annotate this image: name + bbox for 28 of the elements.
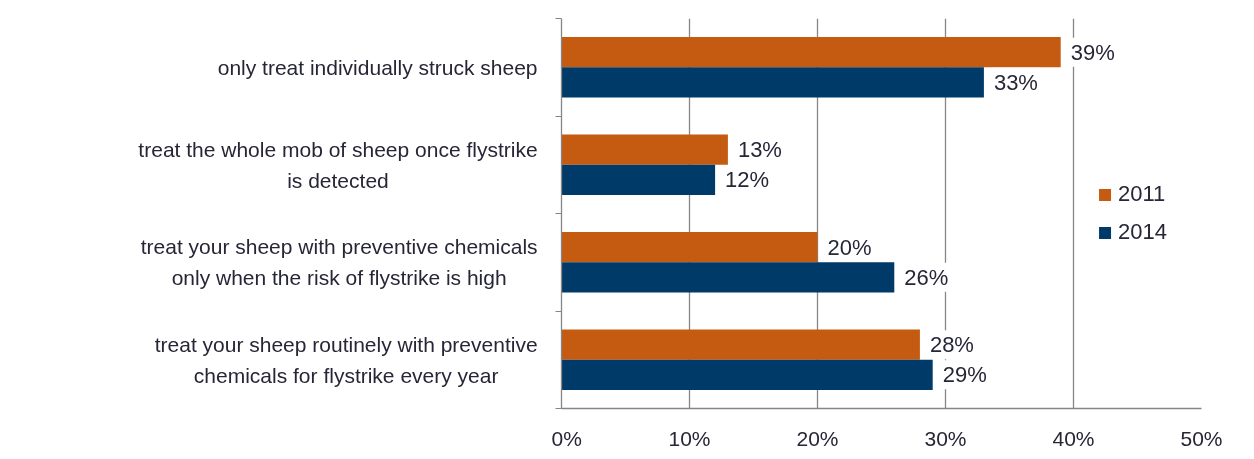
data-label: 13% bbox=[737, 137, 782, 163]
legend-label: 2011 bbox=[1118, 181, 1166, 207]
data-label: 28% bbox=[929, 332, 974, 358]
bar bbox=[561, 164, 716, 195]
legend-label: 2014 bbox=[1118, 219, 1167, 245]
bar bbox=[561, 359, 933, 390]
x-tick-label: 30% bbox=[924, 426, 967, 450]
x-tick-label: 20% bbox=[796, 426, 839, 450]
x-tick-label: 0% bbox=[551, 426, 582, 450]
data-label: 12% bbox=[725, 167, 770, 193]
bar bbox=[561, 134, 728, 165]
data-label: 33% bbox=[993, 69, 1038, 95]
y-tick-label: treat the whole mob of sheep once flystrike is detected bbox=[138, 137, 538, 192]
data-label: 20% bbox=[827, 234, 872, 260]
bar bbox=[561, 67, 984, 98]
x-tick-label: 50% bbox=[1180, 426, 1223, 450]
bar bbox=[561, 262, 895, 293]
data-label: 26% bbox=[904, 264, 949, 290]
y-tick-label: treat your sheep routinely with preventive chemicals for flystrike every year bbox=[154, 332, 538, 387]
y-tick-label: only treat individually struck sheep bbox=[217, 55, 538, 79]
bar bbox=[561, 232, 818, 263]
y-tick-label: treat your sheep with preventive chemicals only when the risk of flystrike is high bbox=[140, 235, 538, 290]
bar bbox=[561, 37, 1061, 68]
x-tick-label: 40% bbox=[1052, 426, 1095, 450]
bar bbox=[561, 329, 920, 360]
data-label: 39% bbox=[1070, 39, 1115, 65]
x-tick-label: 10% bbox=[668, 426, 711, 450]
data-label: 29% bbox=[942, 362, 987, 388]
